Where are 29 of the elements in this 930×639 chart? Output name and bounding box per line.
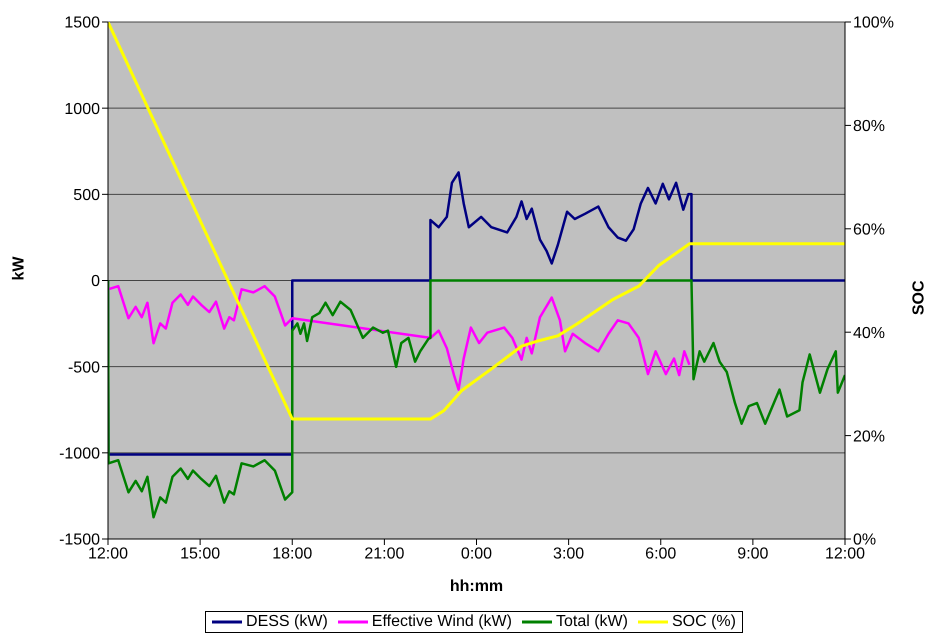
x-axis-title: hh:mm: [450, 578, 504, 595]
legend-label: Effective Wind (kW): [372, 613, 512, 631]
line-series: [108, 284, 691, 391]
line-series: [108, 22, 845, 421]
x-tick-label: 6:00: [645, 545, 676, 562]
y2-tick-label: 40%: [853, 324, 886, 342]
y-tick-label: -1000: [59, 446, 100, 463]
x-tick-label: 0:00: [460, 545, 492, 562]
y2-tick-label: 80%: [853, 118, 886, 136]
y-tick-label: 1500: [64, 14, 100, 32]
x-tick-label: 3:00: [553, 545, 584, 562]
y-tick-label: 0: [91, 273, 100, 290]
y2-tick-label: 100%: [853, 14, 894, 32]
x-tick-label: 9:00: [737, 545, 769, 562]
legend-label: Total (kW): [556, 613, 628, 631]
y-tick-label: 500: [73, 187, 100, 204]
legend-label: DESS (kW): [246, 613, 328, 631]
y2-tick-label: 60%: [853, 221, 886, 238]
y2-tick-label: 20%: [853, 428, 886, 446]
x-tick-label: 15:00: [180, 545, 220, 562]
x-tick-label: 18:00: [272, 545, 312, 562]
x-tick-label: 21:00: [364, 545, 404, 562]
y-tick-label: 1000: [64, 100, 100, 118]
line-series: [108, 279, 845, 519]
legend-label: SOC (%): [672, 613, 736, 631]
x-tick-label: 12:00: [824, 545, 866, 562]
y2-axis-title: SOC: [910, 280, 928, 316]
y-tick-label: -500: [68, 359, 100, 376]
y-axis-title: kW: [10, 256, 28, 280]
